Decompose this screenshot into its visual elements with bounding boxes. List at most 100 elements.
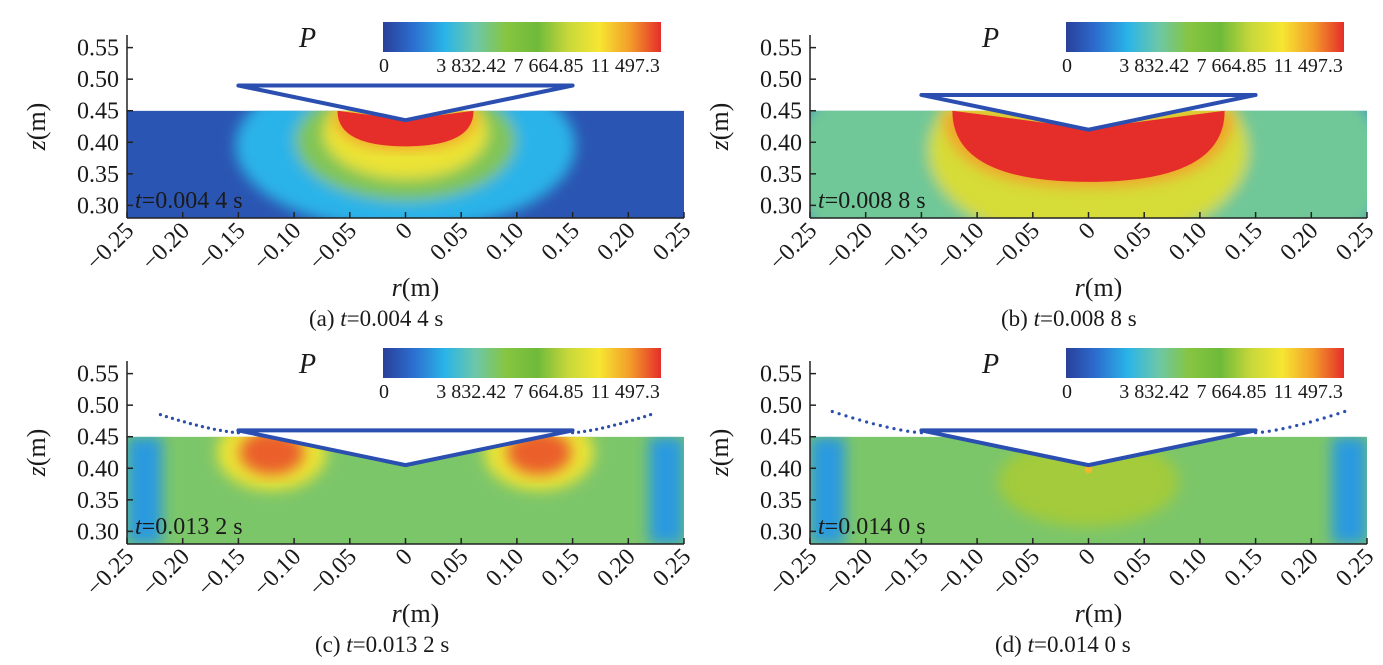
x-tick-label: 0.20 — [592, 218, 640, 266]
field-edge — [127, 436, 162, 544]
colorbar — [1066, 22, 1344, 52]
x-axis-label: r(m) — [392, 599, 440, 628]
spray-droplet — [643, 415, 647, 419]
x-tick-label: −0.05 — [987, 218, 1045, 276]
spray-droplet — [613, 423, 617, 427]
colorbar-tick-label: 7 664.85 — [1196, 381, 1266, 403]
spray-droplet — [164, 415, 168, 419]
spray-droplet — [1295, 423, 1299, 428]
y-axis-label: z(m) — [22, 429, 51, 478]
x-tick-label: 0.25 — [1331, 544, 1379, 592]
x-tick-label: 0.20 — [1275, 544, 1323, 592]
x-tick-label: 0.10 — [481, 218, 529, 266]
x-tick-label: −0.10 — [249, 218, 307, 276]
x-tick-label: −0.05 — [987, 544, 1045, 602]
colorbar-title: P — [298, 349, 316, 380]
x-tick-label: 0.25 — [648, 218, 696, 266]
colorbar-tick-label: 3 832.42 — [1119, 55, 1189, 77]
y-tick-label: 0.50 — [77, 67, 119, 93]
caption-a: (a) t=0.004 4 s — [309, 306, 444, 331]
x-tick-label: −0.25 — [82, 544, 140, 602]
x-tick-label: −0.20 — [137, 544, 195, 602]
x-tick-label: 0.10 — [1164, 544, 1212, 592]
x-tick-label: 0.05 — [425, 544, 473, 592]
x-tick-label: −0.15 — [876, 544, 934, 602]
spray-droplet — [589, 428, 593, 432]
colorbar-title: P — [981, 23, 999, 54]
panel-c: 0.30 0.35 0.40 0.45 0.50 0.55 −0.25−0.20−0.15−… — [22, 348, 696, 628]
spray-droplet — [1315, 418, 1319, 422]
spray-droplet — [158, 413, 162, 417]
spray-droplet — [1336, 412, 1340, 416]
spray-droplet — [899, 428, 903, 432]
x-tick-label: −0.10 — [249, 544, 307, 602]
spray-droplet — [230, 430, 234, 434]
field-edge — [810, 436, 845, 544]
spray-droplet — [170, 416, 174, 420]
spray-droplet — [906, 429, 910, 433]
colorbar-tick-label: 11 497.3 — [591, 55, 660, 77]
colorbar — [383, 22, 661, 52]
y-tick-label: 0.40 — [77, 456, 119, 482]
spray-droplet — [188, 422, 192, 426]
x-tick-label: 0 — [1074, 544, 1101, 571]
x-tick-label: 0.25 — [1331, 218, 1379, 266]
caption-c: (c) t=0.013 2 s — [315, 632, 450, 657]
colorbar-tick-label: 3 832.42 — [436, 55, 506, 77]
y-tick-label: 0.35 — [760, 162, 802, 188]
x-tick-label: 0.05 — [1108, 544, 1156, 592]
field-edge — [1332, 436, 1367, 544]
colorbar-tick-label: 7 664.85 — [1196, 55, 1266, 77]
colorbar-tick-label: 0 — [1062, 55, 1072, 77]
spray-droplet — [871, 422, 876, 426]
y-tick-label: 0.40 — [77, 130, 119, 156]
pressure-core — [952, 110, 1225, 182]
y-tick-label: 0.40 — [760, 456, 802, 482]
panel-d: 0.30 0.35 0.40 0.45 0.50 0.55 −0.25−0.20−0.15−… — [705, 348, 1379, 628]
y-tick-label: 0.30 — [760, 193, 802, 219]
x-tick-label: −0.10 — [932, 544, 990, 602]
spray-droplet — [1308, 420, 1312, 424]
y-tick-label: 0.55 — [760, 362, 802, 388]
y-tick-label: 0.30 — [77, 519, 119, 545]
x-tick-label: 0.05 — [1108, 218, 1156, 266]
spray-droplet — [1322, 416, 1326, 420]
x-tick-label: 0.05 — [425, 218, 473, 266]
colorbar-tick-label: 7 664.85 — [513, 55, 583, 77]
pressure-core — [337, 110, 474, 147]
y-tick-label: 0.50 — [760, 67, 802, 93]
x-tick-label: 0 — [1074, 218, 1101, 245]
colorbar-tick-label: 3 832.42 — [436, 381, 506, 403]
colorbar-tick-label: 11 497.3 — [591, 381, 660, 403]
spray-droplet — [577, 430, 581, 434]
y-tick-label: 0.35 — [77, 488, 119, 514]
y-axis-label: z(m) — [705, 429, 734, 478]
spray-droplet — [885, 425, 889, 429]
wedge-body — [236, 83, 575, 123]
pressure-field — [127, 110, 684, 218]
colorbar — [1066, 348, 1344, 378]
pressure-hot-spot — [239, 436, 304, 475]
x-tick-label: −0.25 — [82, 218, 140, 276]
y-tick-label: 0.35 — [77, 162, 119, 188]
spray-droplet — [194, 423, 198, 427]
x-tick-label: −0.05 — [304, 218, 362, 276]
spray-droplet — [1329, 414, 1333, 418]
time-annotation: t=0.004 4 s — [135, 188, 243, 214]
colorbar — [383, 348, 661, 378]
time-annotation: t=0.013 2 s — [135, 514, 243, 540]
wedge-body — [236, 428, 575, 468]
x-tick-label: 0.10 — [481, 544, 529, 592]
caption-b: (b) t=0.008 8 s — [1001, 306, 1137, 331]
x-tick-label: 0.15 — [1220, 544, 1268, 592]
x-tick-label: −0.15 — [193, 218, 251, 276]
y-tick-label: 0.55 — [77, 36, 119, 62]
y-tick-label: 0.45 — [77, 99, 119, 125]
colorbar-title: P — [981, 349, 999, 380]
wedge-body — [919, 428, 1258, 468]
x-tick-label: 0 — [391, 218, 418, 245]
spray-droplet — [206, 426, 210, 430]
x-tick-label: 0.15 — [1220, 218, 1268, 266]
panel-a: 0.30 0.35 0.40 0.45 0.50 0.55 −0.25−0.20−0.15−… — [22, 22, 696, 302]
